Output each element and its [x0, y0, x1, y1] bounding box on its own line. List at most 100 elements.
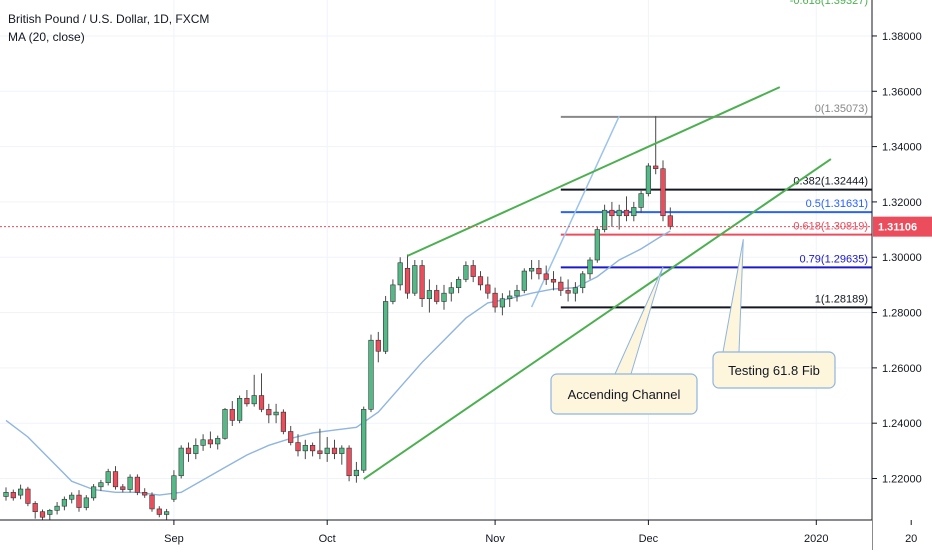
x-tick-label: 20	[905, 533, 917, 545]
candle-body	[156, 508, 162, 515]
y-tick-label: 1.22000	[882, 474, 922, 486]
candle-body	[653, 165, 659, 170]
candle-body	[3, 492, 9, 497]
candle-body	[485, 284, 491, 294]
callout-text: Testing 61.8 Fib	[728, 363, 820, 378]
candle-body	[222, 409, 228, 439]
fib-level-label: 0.5(1.31631)	[806, 198, 868, 210]
x-tick-label: Nov	[485, 533, 505, 545]
candle-body	[207, 439, 214, 445]
candle-body	[455, 279, 462, 288]
candle-body	[237, 397, 243, 421]
x-tick-label: 2020	[804, 533, 828, 545]
candle-body	[623, 209, 630, 217]
last-price-label: 1.31106	[878, 222, 917, 234]
candle-body	[120, 486, 126, 490]
candle-body	[127, 476, 133, 490]
x-tick-label: Dec	[639, 533, 659, 545]
candle-body	[164, 511, 170, 515]
candle-body	[112, 471, 119, 488]
y-tick-label: 1.30000	[882, 252, 922, 264]
candle-body	[514, 290, 520, 297]
candle-body	[404, 267, 411, 294]
candle-body	[98, 482, 104, 488]
channel-lines[interactable]	[363, 86, 832, 480]
candle-body	[550, 279, 557, 283]
y-tick-label: 1.24000	[882, 418, 922, 430]
callout-pointer	[614, 266, 664, 375]
candle-body	[288, 431, 294, 443]
candle-body	[215, 438, 221, 445]
candle-body	[463, 265, 469, 280]
y-tick-label: 1.26000	[882, 363, 922, 375]
candle-body	[69, 494, 75, 500]
candle-body	[426, 290, 433, 300]
candle-body	[302, 445, 308, 452]
candle-body	[441, 292, 447, 302]
fib-level-label: 1(1.28189)	[815, 293, 868, 305]
y-tick-label: 1.34000	[882, 142, 922, 154]
candle-body	[631, 207, 637, 217]
candle-body	[477, 276, 484, 286]
price-scale	[872, 0, 932, 550]
fib-level-label: 0.618(1.30819)	[793, 221, 868, 233]
y-tick-label: 1.36000	[882, 86, 922, 98]
fibonacci-retracement[interactable]: 0(1.35073) 0.382(1.32444) 0.5(1.31631) 0.61…	[530, 103, 872, 309]
callouts[interactable]: Accending Channel Testing 61.8 Fib	[550, 239, 836, 415]
fib-level-label: 0.382(1.32444)	[793, 176, 868, 188]
candle-body	[10, 492, 16, 499]
candle-body	[361, 409, 367, 471]
ma-line	[5, 230, 671, 496]
candle-body	[83, 497, 89, 508]
candle-body	[280, 411, 287, 432]
candle-body	[434, 290, 440, 302]
candles	[3, 116, 673, 520]
candle-body	[273, 411, 279, 416]
callout-box	[712, 351, 836, 389]
candle-body	[492, 292, 498, 308]
candle-body	[660, 168, 666, 217]
candle-body	[200, 439, 206, 446]
candle-body	[171, 475, 177, 500]
candle-body	[412, 265, 418, 294]
candle-body	[375, 339, 381, 352]
fib-level-label: 0.79(1.29635)	[800, 253, 869, 265]
candle-body	[244, 397, 250, 405]
candle-body	[76, 494, 82, 508]
candle-body	[353, 469, 360, 477]
channel-line	[407, 86, 781, 257]
candle-body	[645, 165, 651, 194]
candle-body	[331, 447, 338, 454]
candle-body	[601, 209, 608, 230]
candle-body	[397, 262, 403, 286]
candle-body	[25, 488, 31, 504]
moving-average	[5, 230, 671, 496]
candle-body	[309, 445, 316, 452]
candle-body	[580, 273, 586, 288]
chart-legend: British Pound / U.S. Dollar, 1D, FXCM MA…	[8, 10, 209, 46]
x-tick-label: Sep	[164, 533, 184, 545]
candle-body	[258, 395, 265, 410]
candle-body	[91, 486, 97, 499]
candle-body	[368, 339, 374, 410]
candle-body	[134, 476, 141, 493]
candle-body	[178, 447, 184, 477]
candle-body	[667, 215, 673, 227]
x-tick-label: Oct	[319, 533, 336, 545]
candle-body	[251, 395, 257, 405]
candle-body	[507, 295, 513, 300]
candle-body	[616, 209, 622, 217]
candle-body	[572, 287, 578, 294]
candle-body	[32, 503, 38, 513]
candle-body	[536, 267, 542, 275]
callout-pointer	[722, 239, 744, 353]
candle-body	[324, 447, 330, 454]
grid-lines	[0, 0, 912, 520]
candle-body	[193, 445, 199, 454]
candle-body	[558, 281, 564, 291]
candle-body	[185, 447, 192, 454]
candle-body	[266, 409, 272, 416]
candle-body	[142, 492, 148, 496]
